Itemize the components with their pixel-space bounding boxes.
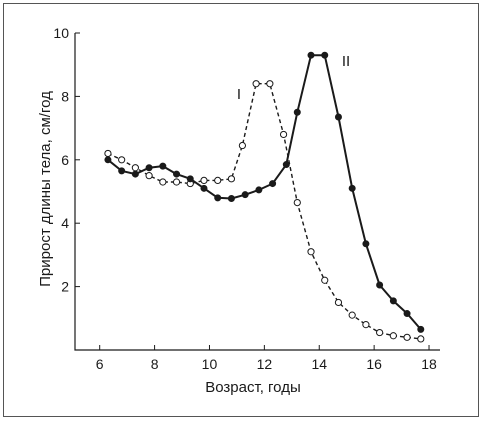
data-point-II bbox=[118, 167, 126, 175]
x-axis-label: Возраст, годы bbox=[205, 379, 300, 396]
data-point-I bbox=[279, 130, 288, 139]
data-point-I bbox=[376, 328, 384, 337]
data-point-II bbox=[334, 113, 342, 121]
data-point-I bbox=[159, 178, 167, 186]
data-point-I bbox=[252, 80, 260, 88]
data-point-I bbox=[348, 311, 356, 319]
data-point-II bbox=[348, 184, 356, 192]
data-point-I bbox=[200, 176, 208, 185]
figure-frame bbox=[3, 3, 479, 417]
data-point-II bbox=[307, 51, 315, 59]
data-point-II bbox=[417, 325, 425, 333]
x-tick-label: 12 bbox=[257, 356, 273, 372]
data-point-II bbox=[293, 108, 301, 116]
y-axis-ticks: 2 4 6 8 10 bbox=[53, 25, 80, 295]
data-point-II bbox=[376, 281, 384, 289]
data-point-I bbox=[145, 172, 153, 180]
data-point-II bbox=[104, 156, 112, 164]
y-tick-label: 10 bbox=[53, 25, 69, 41]
y-tick-label: 4 bbox=[61, 215, 69, 231]
data-point-II bbox=[362, 240, 370, 248]
data-point-I bbox=[403, 333, 411, 341]
data-point-II bbox=[282, 161, 290, 169]
data-point-II bbox=[255, 186, 263, 194]
data-point-I bbox=[389, 332, 397, 340]
data-point-II bbox=[200, 184, 208, 192]
y-tick-label: 8 bbox=[61, 88, 69, 104]
x-axis-ticks: 6 8 10 12 14 16 18 bbox=[96, 345, 437, 372]
data-point-II bbox=[186, 175, 194, 183]
data-point-I bbox=[214, 176, 222, 185]
axis-lines bbox=[74, 33, 440, 351]
y-tick-label: 6 bbox=[61, 152, 69, 168]
series-label-II: II bbox=[342, 53, 350, 70]
data-point-I bbox=[238, 141, 247, 150]
data-point-I bbox=[362, 321, 370, 329]
data-point-II bbox=[389, 297, 397, 305]
data-point-I bbox=[293, 198, 301, 207]
data-point-II bbox=[173, 170, 181, 178]
data-point-I bbox=[334, 298, 343, 307]
data-point-II bbox=[145, 164, 153, 172]
data-point-I bbox=[307, 248, 315, 256]
x-tick-label: 10 bbox=[202, 356, 218, 372]
data-point-I bbox=[104, 149, 112, 158]
y-axis-label: Прирост длины тела, см/год bbox=[37, 91, 54, 287]
x-tick-label: 8 bbox=[151, 356, 159, 372]
series-layer bbox=[104, 51, 425, 343]
series-line-II bbox=[107, 54, 422, 331]
data-point-II bbox=[131, 170, 139, 178]
series-label-I: I bbox=[237, 86, 241, 103]
axes bbox=[74, 33, 440, 351]
data-point-II bbox=[321, 51, 329, 59]
data-point-II bbox=[227, 194, 235, 202]
data-point-I bbox=[321, 276, 329, 284]
data-point-I bbox=[227, 175, 236, 183]
x-tick-label: 6 bbox=[96, 356, 104, 372]
data-point-II bbox=[214, 194, 222, 202]
series-line-I bbox=[107, 82, 421, 340]
x-tick-label: 18 bbox=[421, 356, 437, 372]
data-point-I bbox=[266, 80, 274, 88]
data-point-II bbox=[159, 162, 167, 170]
x-tick-label: 16 bbox=[366, 356, 382, 372]
data-point-II bbox=[403, 310, 411, 318]
data-point-I bbox=[172, 178, 181, 186]
data-point-II bbox=[241, 191, 249, 199]
y-tick-label: 2 bbox=[61, 279, 69, 295]
data-point-I bbox=[131, 164, 139, 172]
data-point-I bbox=[417, 335, 425, 343]
x-tick-label: 14 bbox=[311, 356, 327, 372]
data-point-I bbox=[118, 156, 126, 164]
data-point-II bbox=[269, 180, 277, 188]
